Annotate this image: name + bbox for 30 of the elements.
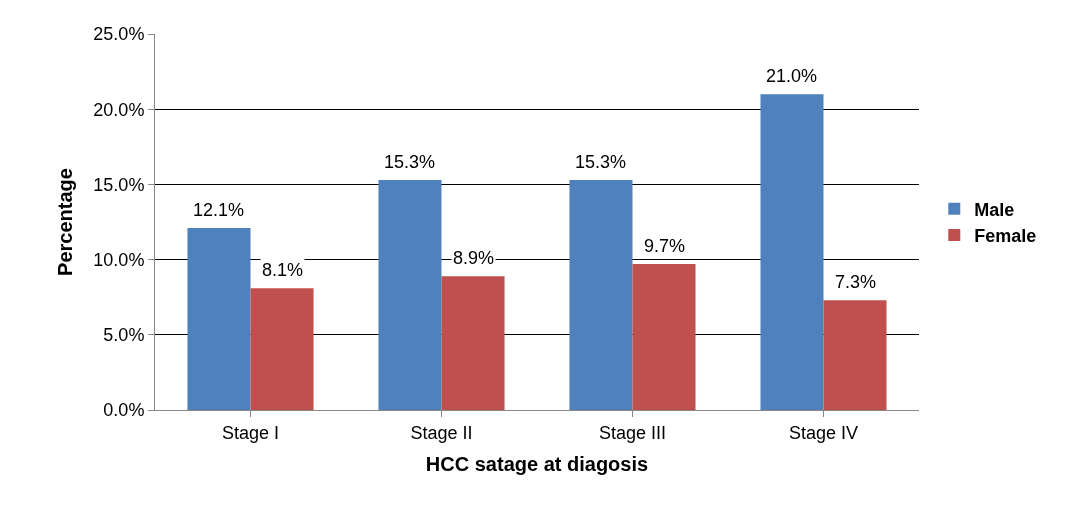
x-tick-label: Stage III	[598, 422, 667, 443]
data-label: 7.3%	[835, 272, 877, 292]
bar	[187, 228, 251, 410]
y-tick-label: 0.0%	[103, 400, 145, 421]
y-tick-label: 20.0%	[93, 99, 145, 120]
x-tick-label: Stage II	[410, 422, 473, 443]
data-label: 21.0%	[766, 66, 818, 86]
bar	[823, 300, 887, 410]
bar	[632, 264, 696, 410]
y-tick-label: 25.0%	[93, 24, 145, 45]
bar	[760, 94, 824, 410]
data-label: 12.1%	[193, 200, 245, 220]
data-label: 8.9%	[453, 248, 495, 268]
x-axis-title: HCC satage at diagosis	[425, 453, 649, 476]
y-axis-title: Percentage	[53, 168, 76, 276]
y-tick-label: 5.0%	[103, 325, 145, 346]
y-tick-label: 10.0%	[93, 249, 145, 270]
data-label: 15.3%	[384, 152, 436, 172]
bar	[378, 179, 442, 410]
bar	[569, 179, 633, 410]
data-label: 9.7%	[644, 236, 686, 256]
x-tick-label: Stage I	[221, 422, 280, 443]
x-tick-label: Stage IV	[788, 422, 859, 443]
legend-label: Male	[974, 199, 1015, 220]
bar	[441, 276, 505, 410]
data-label: 8.1%	[262, 260, 304, 280]
data-label: 15.3%	[575, 152, 627, 172]
legend-label: Female	[974, 226, 1037, 247]
y-tick-label: 15.0%	[93, 174, 145, 195]
bar	[250, 288, 314, 410]
